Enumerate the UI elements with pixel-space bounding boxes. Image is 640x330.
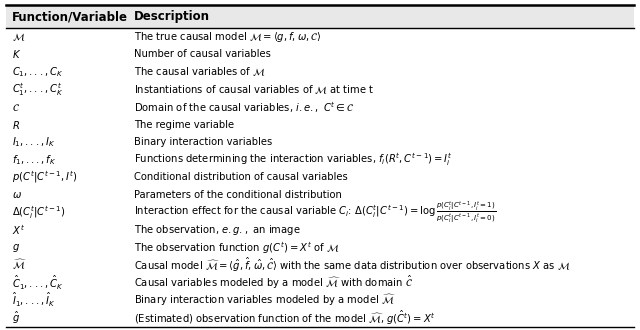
Text: $g$: $g$ — [12, 242, 19, 254]
Text: Causal variables modeled by a model $\widehat{\mathcal{M}}$ with domain $\hat{\m: Causal variables modeled by a model $\wi… — [134, 274, 413, 291]
Text: The true causal model $\mathcal{M} = \langle g, f, \omega, \mathcal{C}\rangle$: The true causal model $\mathcal{M} = \la… — [134, 30, 321, 44]
Text: Instantiations of causal variables of $\mathcal{M}$ at time t: Instantiations of causal variables of $\… — [134, 83, 374, 96]
Text: $\omega$: $\omega$ — [12, 190, 22, 200]
Text: $\hat{g}$: $\hat{g}$ — [12, 310, 19, 326]
Text: Function/Variable: Function/Variable — [12, 10, 127, 23]
Text: $\hat{C}_1,...,\hat{C}_K$: $\hat{C}_1,...,\hat{C}_K$ — [12, 274, 63, 292]
Text: $C_1,...,C_K$: $C_1,...,C_K$ — [12, 65, 63, 79]
Text: $\Delta(C_i^t|C^{t-1})$: $\Delta(C_i^t|C^{t-1})$ — [12, 204, 65, 221]
Text: $R$: $R$ — [12, 119, 20, 131]
Text: $\widehat{\mathcal{M}}$: $\widehat{\mathcal{M}}$ — [12, 258, 27, 273]
Text: $I_1,...,I_K$: $I_1,...,I_K$ — [12, 135, 55, 149]
Text: Description: Description — [134, 10, 210, 23]
Text: $X^t$: $X^t$ — [12, 223, 24, 237]
Bar — [6, 5, 634, 28]
Text: Causal model $\widehat{\mathcal{M}} = \langle \hat{g}, \hat{f}, \hat{\omega}, \h: Causal model $\widehat{\mathcal{M}} = \l… — [134, 256, 570, 274]
Text: $p(C^t|C^{t-1}, I^t)$: $p(C^t|C^{t-1}, I^t)$ — [12, 170, 77, 185]
Text: The regime variable: The regime variable — [134, 120, 234, 130]
Text: Functions determining the interaction variables, $f_i(R^t, C^{t-1}) = I_i^t$: Functions determining the interaction va… — [134, 151, 452, 168]
Text: Binary interaction variables: Binary interaction variables — [134, 137, 272, 147]
Text: Binary interaction variables modeled by a model $\widehat{\mathcal{M}}$: Binary interaction variables modeled by … — [134, 292, 397, 308]
Text: Interaction effect for the causal variable $C_i$: $\Delta(C_i^t|C^{t-1}) = \log : Interaction effect for the causal variab… — [134, 200, 496, 225]
Text: Domain of the causal variables, $i.e.,$ $C^t \in \mathcal{C}$: Domain of the causal variables, $i.e.,$ … — [134, 100, 354, 115]
Text: $\hat{I}_1,...,\hat{I}_K$: $\hat{I}_1,...,\hat{I}_K$ — [12, 291, 55, 310]
Text: $K$: $K$ — [12, 49, 20, 60]
Text: Conditional distribution of causal variables: Conditional distribution of causal varia… — [134, 172, 348, 182]
Text: The observation function $g(C^t) = X^t$ of $\mathcal{M}$: The observation function $g(C^t) = X^t$ … — [134, 240, 339, 255]
Text: $C_1^t,...,C_K^t$: $C_1^t,...,C_K^t$ — [12, 81, 63, 98]
Text: The observation, $e.g.,$ an image: The observation, $e.g.,$ an image — [134, 223, 300, 237]
Text: $f_1,...,f_K$: $f_1,...,f_K$ — [12, 153, 56, 167]
Text: $\mathcal{C}$: $\mathcal{C}$ — [12, 102, 19, 113]
Text: Parameters of the conditional distribution: Parameters of the conditional distributi… — [134, 190, 342, 200]
Text: The causal variables of $\mathcal{M}$: The causal variables of $\mathcal{M}$ — [134, 66, 266, 79]
Text: (Estimated) observation function of the model $\widehat{\mathcal{M}}$, $g(\hat{C: (Estimated) observation function of the … — [134, 309, 436, 327]
Text: Number of causal variables: Number of causal variables — [134, 50, 271, 59]
Text: $\mathcal{M}$: $\mathcal{M}$ — [12, 31, 25, 43]
